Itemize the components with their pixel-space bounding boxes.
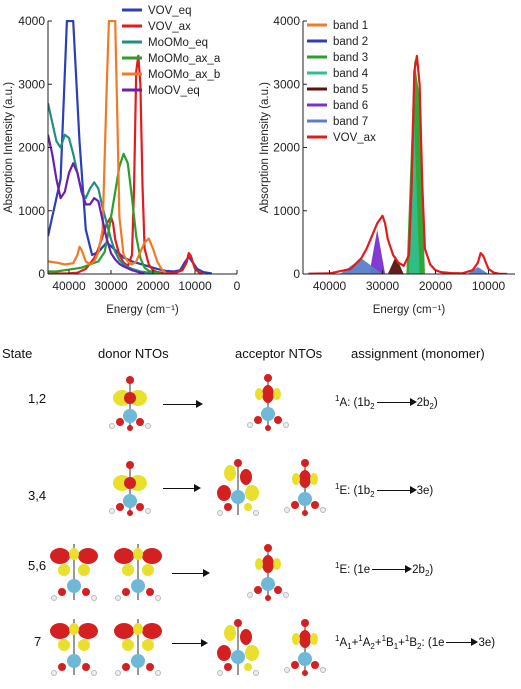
acceptor-nto-image-1 [246, 373, 290, 432]
assignment-3: 1E: (1e 2b2) [335, 561, 434, 579]
y-tick-label: 0 [293, 267, 300, 281]
series-moomo_ax_a [48, 152, 162, 274]
legend-entry: band 4 [333, 68, 369, 80]
y-tick-label: 4000 [18, 14, 45, 28]
x-tick-label: 30000 [94, 279, 128, 293]
donor-nto-image-2 [108, 460, 152, 517]
assignment-2: 1E: (1b2 3e) [335, 482, 434, 500]
acceptor-nto-image-4a [216, 618, 260, 677]
series-band-5 [387, 256, 404, 274]
series-band-4 [409, 122, 420, 274]
chart-left: 0 1000 2000 3000 4000 40000 30000 20000 10000 0 En… [3, 5, 241, 316]
series-moomo_eq [48, 102, 154, 274]
x-axis-label: Energy (cm⁻¹) [106, 304, 179, 316]
series-band-6 [369, 229, 386, 274]
legend-entry: MoOMo_eq [148, 37, 208, 49]
y-tick-label: 1000 [273, 204, 300, 218]
y-tick-label: 2000 [273, 141, 300, 155]
y-tick-label: 3000 [18, 77, 45, 91]
legend-entry: VOV_ax [148, 21, 191, 33]
chart-right: 0 1000 2000 3000 4000 40000 30000 20000 10000 Ene… [259, 14, 515, 316]
legend-entry: VOV_ax [333, 132, 376, 144]
series-moov_eq [48, 134, 145, 274]
donor-nto-image-3b [113, 543, 163, 602]
x-tick-label: 0 [234, 279, 241, 293]
assignment-1: 1A: (1b2 2b2) [335, 394, 438, 412]
x-tick-label: 40000 [52, 279, 86, 293]
y-tick-label: 1000 [18, 204, 45, 218]
y-tick-label: 2000 [18, 141, 45, 155]
legend-entry: band 5 [333, 84, 368, 96]
legend-entry: MoOMo_ax_b [148, 69, 220, 81]
legend-entry: MoOV_eq [148, 85, 200, 97]
assignment-4: 1A1+1A2+1B1+1B2: (1e 3e) [335, 634, 496, 652]
acceptor-nto-image-2a [216, 458, 260, 517]
y-tick-label: 4000 [273, 14, 300, 28]
header-donor-ntos: donor NTOs [98, 346, 169, 361]
donor-nto-image-3a [49, 543, 99, 602]
legend-entry: band 3 [333, 52, 368, 64]
x-tick-label: 20000 [136, 279, 170, 293]
acceptor-nto-image-4b [283, 618, 327, 677]
transition-arrow-4 [172, 639, 208, 647]
transition-arrow-3 [172, 569, 210, 577]
state-label-4: 7 [34, 634, 42, 649]
x-tick-label: 40000 [313, 279, 347, 293]
acceptor-nto-image-2b [283, 458, 327, 517]
transition-arrow-2 [163, 484, 201, 492]
x-tick-label: 10000 [472, 279, 506, 293]
donor-nto-image-4b [113, 618, 163, 677]
transition-arrow-1 [163, 400, 203, 408]
plot-area [308, 54, 508, 274]
plot-area [48, 20, 212, 274]
acceptor-nto-image-3 [246, 543, 290, 602]
series-vov_ax [48, 54, 204, 274]
y-tick-label: 0 [38, 267, 45, 281]
donor-nto-image-4a [49, 618, 99, 677]
series-band-7 [340, 258, 489, 274]
x-tick-label: 30000 [366, 279, 400, 293]
state-label-2: 3,4 [28, 488, 47, 503]
state-label-3: 5,6 [28, 558, 47, 573]
x-axis-label: Energy (cm⁻¹) [373, 304, 446, 316]
header-state: State [2, 346, 33, 361]
y-axis-label: Absorption Intensity (a.u.) [259, 82, 271, 213]
legend-entry: VOV_eq [148, 5, 191, 17]
x-tick-label: 20000 [419, 279, 453, 293]
series-moomo_ax_b [48, 20, 167, 274]
legend-entry: band 6 [333, 100, 368, 112]
state-label-1: 1,2 [28, 391, 47, 406]
y-tick-label: 3000 [273, 77, 300, 91]
donor-nto-image-1 [108, 375, 152, 432]
header-assignment: assignment (monomer) [351, 346, 485, 361]
y-axis-label: Absorption Intensity (a.u.) [3, 82, 15, 213]
legend-entry: band 7 [333, 116, 368, 128]
legend-entry: band 2 [333, 36, 368, 48]
series-vov_ax [308, 54, 508, 274]
legend-entry: band 1 [333, 20, 368, 32]
header-acceptor-ntos: acceptor NTOs [235, 346, 323, 361]
legend-entry: MoOMo_ax_a [148, 53, 221, 65]
x-tick-label: 10000 [178, 279, 212, 293]
